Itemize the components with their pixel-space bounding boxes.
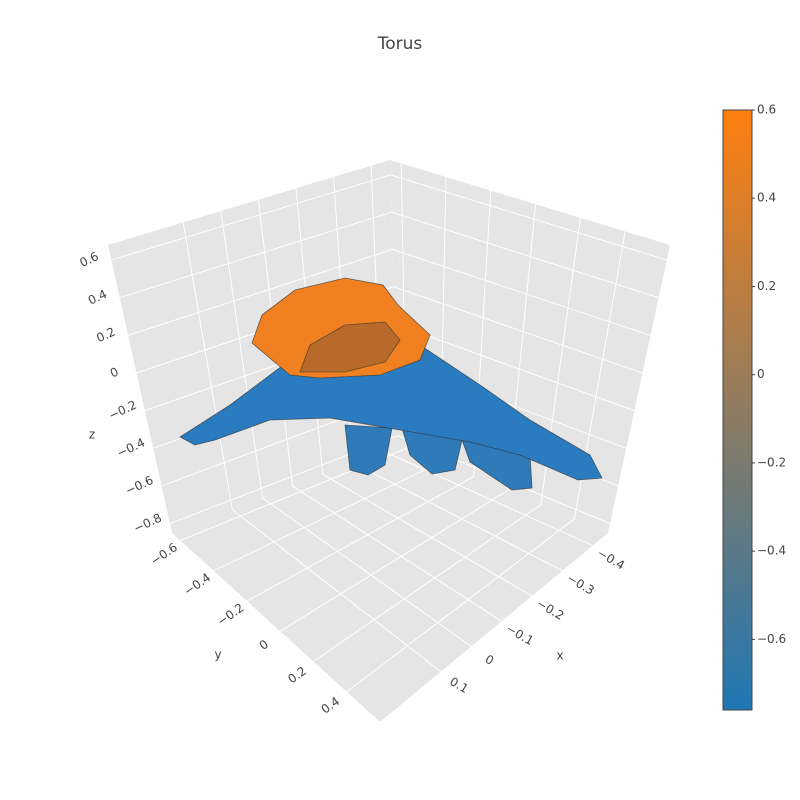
z-grid-line — [136, 286, 643, 374]
x-grid-line — [182, 222, 442, 672]
z-tick-label: −0.2 — [106, 398, 138, 423]
scene — [108, 160, 670, 722]
z-grid-line — [169, 435, 611, 525]
colorbar-tick-label: −0.6 — [757, 632, 786, 646]
y-tick-label: 0 — [257, 637, 271, 653]
x-grid-line — [220, 210, 472, 647]
x-tick-label: −0.4 — [595, 546, 627, 573]
x-tick-label: −0.3 — [565, 571, 597, 598]
x-grid-line — [295, 188, 533, 597]
z-tick-label: 0.4 — [86, 287, 109, 308]
z-tick-label: 0 — [108, 365, 121, 381]
z-grid-line — [111, 174, 667, 261]
z-tick-label: −0.6 — [123, 473, 155, 498]
z-grid-line — [127, 248, 651, 336]
y-grid-line — [180, 163, 407, 542]
x-tick-label: −0.1 — [504, 621, 536, 648]
y-grid-line — [246, 190, 492, 602]
x-tick-label: 0 — [483, 652, 497, 668]
colorbar-tick-label: 0.4 — [757, 191, 776, 205]
mesh-ring-hole — [299, 321, 401, 373]
colorbar — [722, 109, 753, 711]
colorbar-tick-label: −0.4 — [757, 544, 786, 558]
y-grid-line — [279, 204, 537, 632]
y-tick-label: −0.4 — [181, 570, 213, 598]
z-grid-line — [119, 211, 659, 299]
y-grid-line — [346, 231, 626, 693]
z-tick-label: −0.4 — [115, 435, 147, 460]
y-tick-label: 0.2 — [285, 664, 309, 686]
y-tick-label: −0.6 — [148, 540, 180, 568]
x-grid-line — [257, 199, 502, 622]
colorbar-tick-label: −0.2 — [757, 455, 786, 469]
z-axis-title: z — [89, 428, 95, 442]
chart-title: Torus — [377, 34, 423, 54]
colorbar-tick-label: 0.6 — [757, 103, 776, 117]
x-tick-label: 0.1 — [447, 674, 471, 696]
y-axis-title: y — [214, 648, 221, 662]
colorbar-tick-label: 0.2 — [757, 279, 776, 293]
z-tick-label: −0.8 — [132, 511, 164, 536]
x-tick-label: −0.2 — [534, 596, 566, 623]
z-tick-label: 0.6 — [78, 249, 101, 270]
y-grid-line — [313, 217, 581, 662]
y-tick-label: −0.2 — [215, 601, 247, 629]
y-tick-label: 0.4 — [319, 694, 343, 716]
colorbar-tick-label: 0 — [757, 367, 765, 381]
mesh — [179, 277, 603, 491]
z-tick-label: 0.2 — [94, 325, 117, 346]
floor — [172, 445, 608, 722]
x-axis-title: x — [556, 649, 563, 663]
back-wall-left — [108, 160, 398, 533]
